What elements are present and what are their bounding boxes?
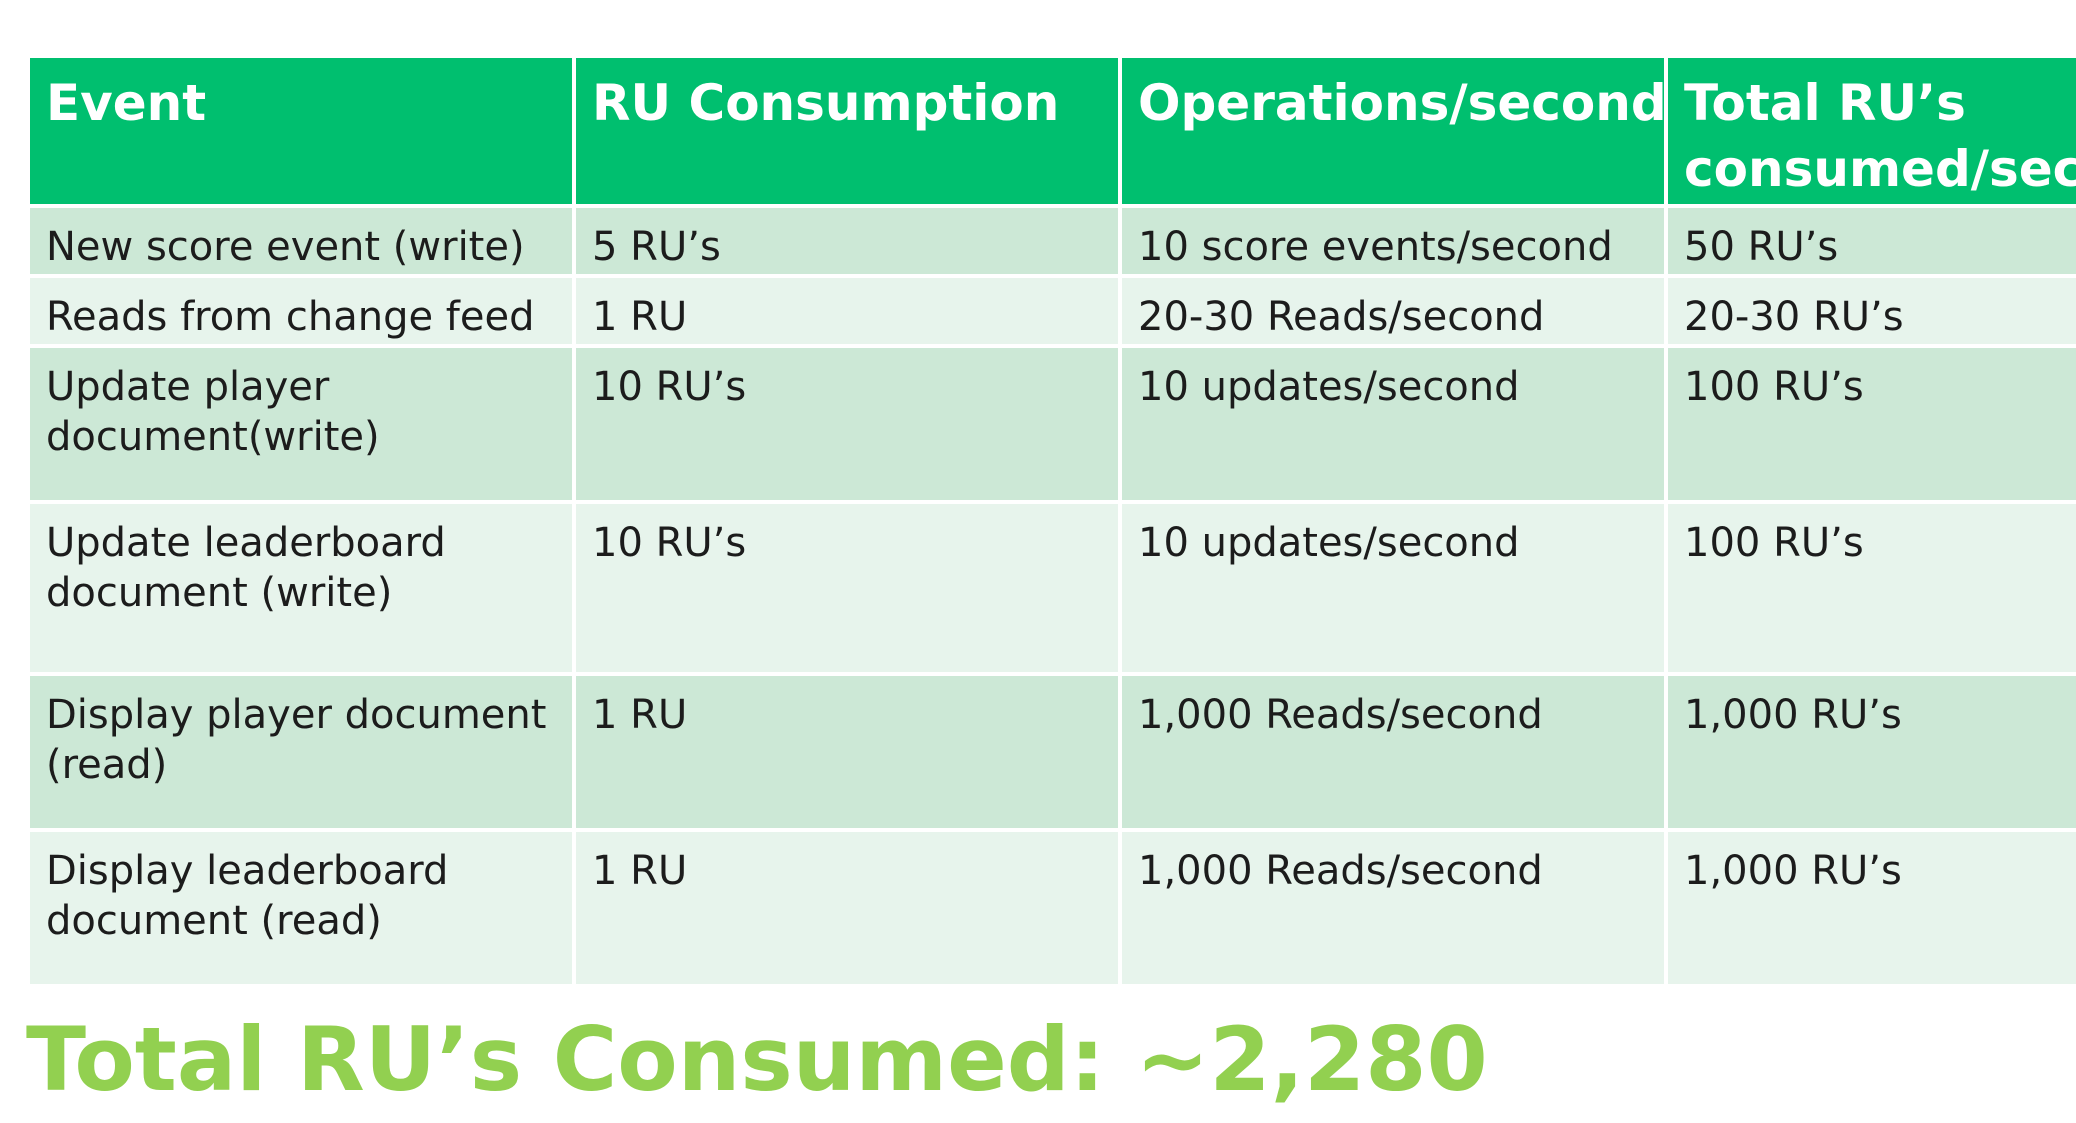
ru-consumption-table: Event RU Consumption Operations/second T… xyxy=(26,54,2076,988)
header-total-ru-consumed-label: Total RU’s consumed/second xyxy=(1684,74,2076,198)
header-ru-consumption: RU Consumption xyxy=(572,54,1122,208)
cell-ru-consumption: 1 RU xyxy=(572,828,1122,988)
cell-total-ru: 1,000 RU’s xyxy=(1664,672,2076,832)
header-operations-per-second: Operations/second xyxy=(1118,54,1668,208)
cell-total-ru: 20-30 RU’s xyxy=(1664,274,2076,348)
cell-ru-consumption: 10 RU’s xyxy=(572,344,1122,504)
cell-event: Display player document (read) xyxy=(26,672,576,832)
table-row: New score event (write) 5 RU’s 10 score … xyxy=(26,204,2076,278)
cell-total-ru: 100 RU’s xyxy=(1664,344,2076,504)
cell-event: Display leaderboard document (read) xyxy=(26,828,576,988)
cell-operations: 10 updates/second xyxy=(1118,500,1668,676)
header-event: Event xyxy=(26,54,576,208)
table-row: Update leaderboard document (write) 10 R… xyxy=(26,500,2076,676)
cell-operations: 1,000 Reads/second xyxy=(1118,828,1668,988)
cell-ru-consumption: 5 RU’s xyxy=(572,204,1122,278)
table-row: Reads from change feed 1 RU 20-30 Reads/… xyxy=(26,274,2076,348)
cell-operations: 1,000 Reads/second xyxy=(1118,672,1668,832)
cell-ru-consumption: 1 RU xyxy=(572,274,1122,348)
cell-event: Update leaderboard document (write) xyxy=(26,500,576,676)
cell-operations: 20-30 Reads/second xyxy=(1118,274,1668,348)
cell-total-ru: 1,000 RU’s xyxy=(1664,828,2076,988)
cell-event: Update player document(write) xyxy=(26,344,576,504)
table-row: Display player document (read) 1 RU 1,00… xyxy=(26,672,2076,832)
cell-total-ru: 50 RU’s xyxy=(1664,204,2076,278)
total-ru-consumed: Total RU’s Consumed: ~2,280 xyxy=(26,1008,1488,1111)
cell-event: New score event (write) xyxy=(26,204,576,278)
cell-operations: 10 updates/second xyxy=(1118,344,1668,504)
table-header-row: Event RU Consumption Operations/second T… xyxy=(26,54,2076,208)
cell-ru-consumption: 10 RU’s xyxy=(572,500,1122,676)
table-row: Display leaderboard document (read) 1 RU… xyxy=(26,828,2076,988)
cell-operations: 10 score events/second xyxy=(1118,204,1668,278)
cell-ru-consumption: 1 RU xyxy=(572,672,1122,832)
cell-event: Reads from change feed xyxy=(26,274,576,348)
table-row: Update player document(write) 10 RU’s 10… xyxy=(26,344,2076,504)
cell-total-ru: 100 RU’s xyxy=(1664,500,2076,676)
header-total-ru-consumed: Total RU’s consumed/second xyxy=(1664,54,2076,208)
